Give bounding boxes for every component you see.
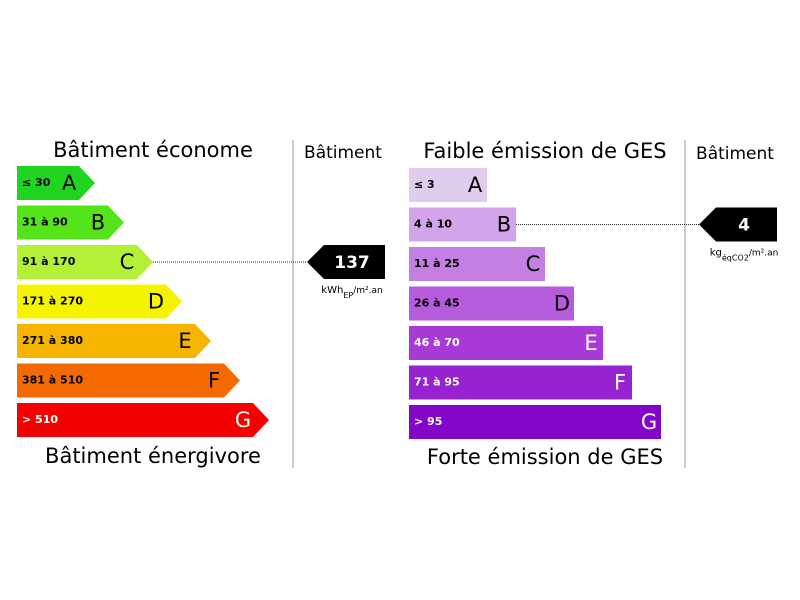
class-bar (409, 286, 574, 321)
class-range: 271 à 380 (22, 334, 83, 347)
unit-main: kg (710, 248, 722, 259)
class-range: ≤ 30 (22, 176, 51, 189)
class-bar (17, 324, 211, 358)
class-letter: F (208, 369, 220, 393)
class-range: ≤ 3 (414, 178, 435, 191)
class-bar (17, 403, 269, 437)
indicator-value: 137 (334, 253, 370, 273)
column-header: Bâtiment (304, 143, 382, 163)
indicator-unit: kgéqCO2/m².an (710, 248, 779, 263)
indicator-unit: kWhEP/m².an (321, 285, 382, 300)
class-letter: G (235, 408, 251, 432)
class-range: 26 à 45 (414, 297, 460, 310)
class-range: 381 à 510 (22, 374, 83, 387)
class-bar (17, 284, 182, 319)
unit-rest: /m².an (749, 248, 779, 258)
bottom-label: Forte émission de GES (427, 445, 663, 469)
class-bar (409, 168, 487, 202)
unit-sub: EP (343, 291, 353, 300)
class-bar (409, 207, 516, 242)
class-bar (17, 245, 153, 279)
class-letter: A (62, 171, 77, 195)
unit-main: kWh (321, 285, 343, 296)
class-letter: B (497, 213, 511, 237)
class-range: 46 à 70 (414, 336, 460, 349)
class-letter: A (468, 173, 483, 197)
top-label: Faible émission de GES (423, 139, 666, 163)
class-bar (17, 205, 124, 240)
class-letter: E (584, 331, 597, 355)
indicator-value: 4 (738, 216, 750, 236)
class-letter: C (526, 252, 541, 276)
class-bar (409, 365, 632, 400)
class-letter: B (91, 211, 105, 235)
class-range: 91 à 170 (22, 255, 76, 268)
class-range: 71 à 95 (414, 376, 460, 389)
class-bar (409, 405, 661, 439)
class-range: > 95 (414, 415, 442, 428)
class-range: 4 à 10 (414, 218, 452, 231)
indicator-arrow (699, 207, 777, 242)
class-range: 11 à 25 (414, 257, 460, 270)
class-letter: C (120, 250, 135, 274)
class-letter: D (554, 292, 570, 316)
class-bar (17, 166, 95, 200)
class-range: 31 à 90 (22, 216, 68, 229)
indicator-arrow (307, 245, 385, 279)
column-header: Bâtiment (696, 144, 774, 164)
class-letter: G (641, 410, 657, 434)
unit-sub: éqCO2 (722, 252, 749, 262)
class-letter: F (614, 371, 626, 395)
class-bar (17, 363, 240, 398)
class-letter: E (178, 329, 191, 353)
class-bar (409, 326, 603, 360)
class-range: > 510 (22, 413, 58, 426)
class-range: 171 à 270 (22, 295, 83, 308)
bottom-label: Bâtiment énergivore (45, 444, 261, 468)
class-bar (409, 247, 545, 281)
unit-rest: /m².an (353, 286, 383, 296)
top-label: Bâtiment économe (53, 138, 253, 162)
class-letter: D (148, 290, 164, 314)
